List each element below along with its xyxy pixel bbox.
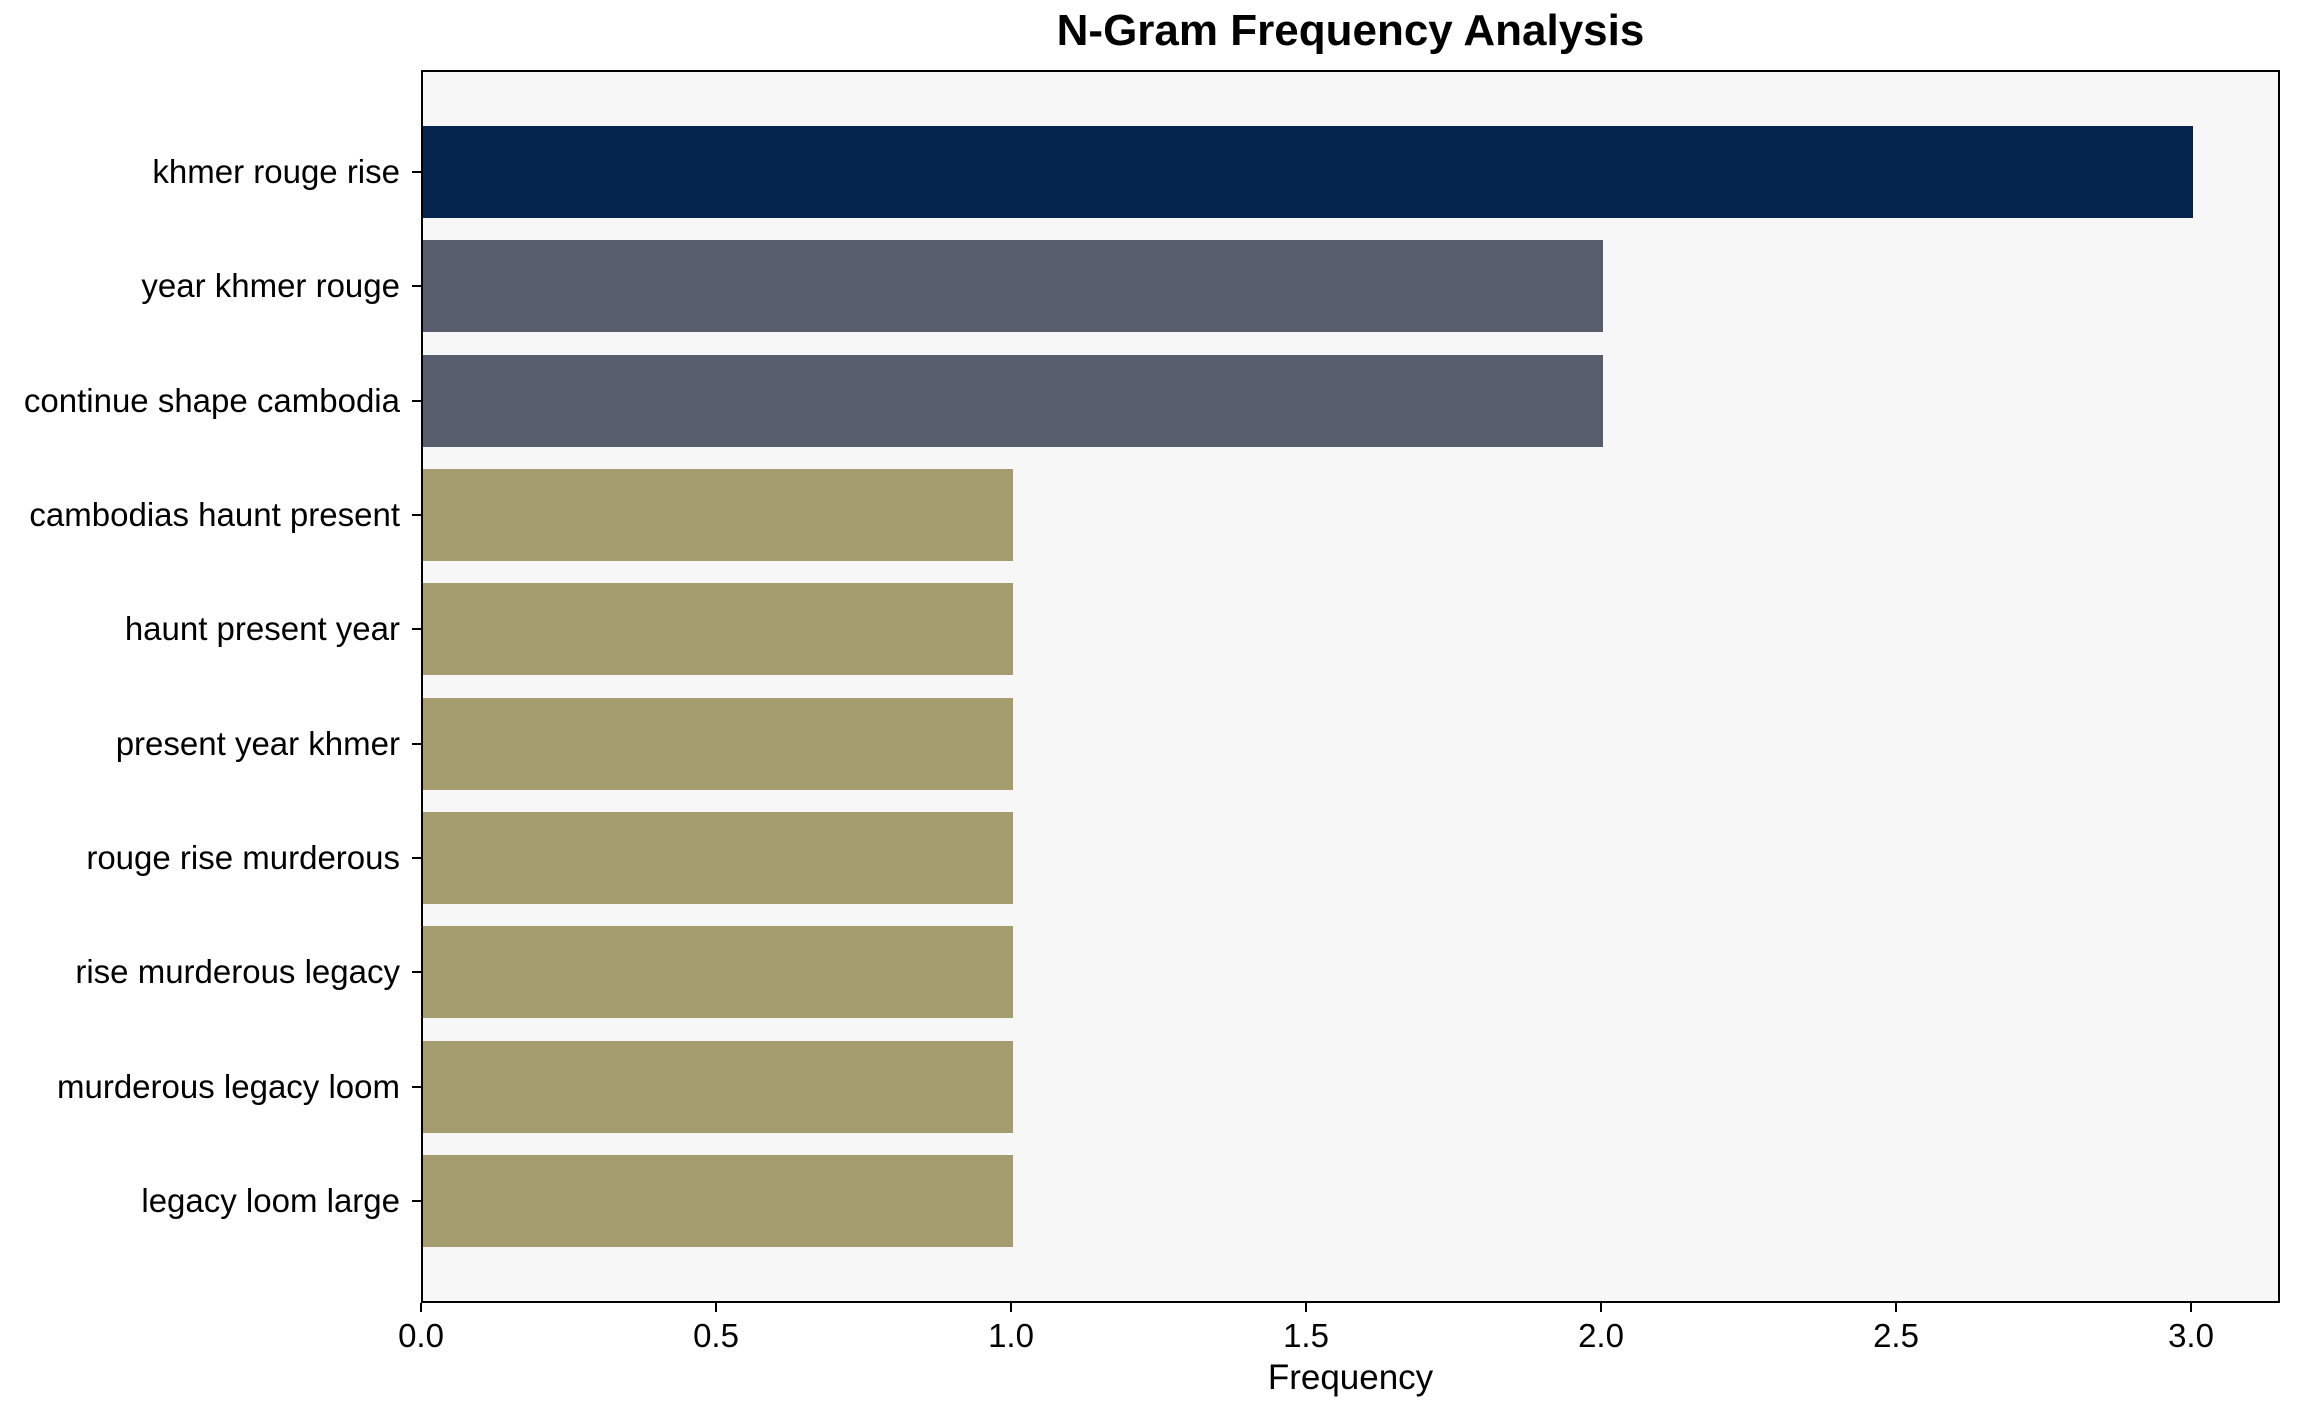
- y-tick-label: khmer rouge rise: [152, 153, 400, 190]
- y-tick-label: year khmer rouge: [141, 267, 400, 304]
- bar-cambodias-haunt-present: [423, 469, 1013, 561]
- y-tick-mark: [412, 857, 421, 859]
- y-tick-mark: [412, 171, 421, 173]
- y-tick-mark: [412, 285, 421, 287]
- bar-continue-shape-cambodia: [423, 355, 1603, 447]
- x-tick-mark: [1600, 1303, 1602, 1312]
- y-tick-mark: [412, 514, 421, 516]
- y-tick-mark: [412, 628, 421, 630]
- bar-legacy-loom-large: [423, 1155, 1013, 1247]
- y-tick-label: cambodias haunt present: [29, 496, 400, 533]
- y-tick-mark: [412, 743, 421, 745]
- bar-year-khmer-rouge: [423, 240, 1603, 332]
- y-tick-label: continue shape cambodia: [23, 382, 400, 419]
- y-tick-label: murderous legacy loom: [57, 1068, 400, 1105]
- chart-title: N-Gram Frequency Analysis: [1056, 6, 1645, 55]
- x-tick-label: 0.0: [398, 1317, 444, 1354]
- x-tick-label: 2.5: [1873, 1317, 1919, 1354]
- x-tick-mark: [420, 1303, 422, 1312]
- x-axis-label: Frequency: [1267, 1358, 1434, 1397]
- y-tick-label: legacy loom large: [141, 1182, 400, 1219]
- bar-khmer-rouge-rise: [423, 126, 2193, 218]
- y-tick-mark: [412, 1200, 421, 1202]
- x-tick-mark: [715, 1303, 717, 1312]
- x-tick-label: 0.5: [693, 1317, 739, 1354]
- x-tick-label: 2.0: [1578, 1317, 1624, 1354]
- bar-murderous-legacy-loom: [423, 1041, 1013, 1133]
- x-tick-label: 1.0: [988, 1317, 1034, 1354]
- bar-haunt-present-year: [423, 583, 1013, 675]
- x-tick-mark: [1305, 1303, 1307, 1312]
- x-tick-label: 3.0: [2168, 1317, 2214, 1354]
- x-tick-mark: [1895, 1303, 1897, 1312]
- y-tick-label: rise murderous legacy: [75, 953, 400, 990]
- x-tick-label: 1.5: [1283, 1317, 1329, 1354]
- bar-rouge-rise-murderous: [423, 812, 1013, 904]
- y-tick-mark: [412, 400, 421, 402]
- x-tick-mark: [2190, 1303, 2192, 1312]
- bar-present-year-khmer: [423, 698, 1013, 790]
- y-tick-label: present year khmer: [115, 725, 400, 762]
- bar-rise-murderous-legacy: [423, 926, 1013, 1018]
- y-tick-label: haunt present year: [124, 610, 400, 647]
- y-tick-label: rouge rise murderous: [86, 839, 400, 876]
- x-tick-mark: [1010, 1303, 1012, 1312]
- y-tick-mark: [412, 1086, 421, 1088]
- y-tick-mark: [412, 971, 421, 973]
